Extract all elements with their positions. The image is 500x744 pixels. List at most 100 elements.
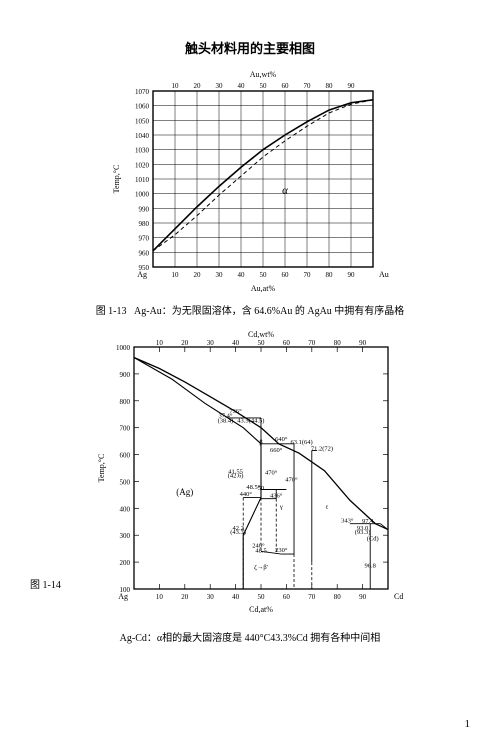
svg-text:80: 80: [326, 82, 334, 90]
svg-text:60: 60: [282, 271, 290, 279]
svg-text:400: 400: [120, 505, 131, 513]
svg-text:230°: 230°: [275, 547, 288, 554]
svg-text:1070: 1070: [135, 88, 150, 96]
svg-text:α: α: [282, 185, 288, 197]
svg-text:90: 90: [348, 82, 356, 90]
chart1-svg: αAu,wt%102030405060708090102030405060708…: [105, 65, 395, 295]
svg-text:20: 20: [181, 339, 189, 347]
svg-text:90: 90: [348, 271, 356, 279]
caption1-label: 图 1-13: [96, 306, 127, 317]
svg-text:Au,wt%: Au,wt%: [250, 70, 277, 79]
svg-text:40: 40: [232, 339, 240, 347]
svg-text:β: β: [259, 439, 263, 446]
svg-text:Cd: Cd: [394, 592, 403, 601]
svg-text:(38.4): (38.4): [218, 417, 234, 424]
svg-text:980: 980: [139, 220, 150, 228]
svg-text:80: 80: [326, 271, 334, 279]
svg-text:700: 700: [120, 425, 131, 433]
svg-text:20: 20: [194, 271, 202, 279]
svg-text:50: 50: [260, 82, 268, 90]
page-title: 触头材料用的主要相图: [0, 38, 500, 57]
svg-text:71.2(72): 71.2(72): [311, 446, 333, 453]
svg-text:1060: 1060: [135, 103, 150, 111]
svg-text:50: 50: [258, 339, 266, 347]
svg-text:30: 30: [207, 339, 215, 347]
svg-text:(42.6): (42.6): [228, 472, 244, 479]
svg-text:10: 10: [172, 271, 180, 279]
svg-text:970: 970: [139, 235, 150, 243]
svg-text:436°: 436°: [270, 493, 283, 500]
svg-text:ζ→β': ζ→β': [254, 564, 268, 571]
svg-text:60: 60: [282, 82, 290, 90]
svg-text:600: 600: [120, 452, 131, 460]
svg-text:70: 70: [304, 271, 312, 279]
svg-text:20: 20: [194, 82, 202, 90]
svg-text:20: 20: [181, 593, 189, 601]
svg-text:1000: 1000: [116, 344, 131, 352]
caption1: 图 1-13 Ag-Au：为无限固溶体，含 64.6%Au 的 AgAu 中拥有…: [20, 305, 480, 319]
svg-text:960: 960: [139, 249, 150, 257]
svg-text:1000: 1000: [135, 191, 150, 199]
page-number: 1: [465, 718, 471, 730]
svg-text:63.1(64): 63.1(64): [291, 439, 313, 446]
svg-text:(Cd): (Cd): [367, 536, 379, 543]
svg-text:40: 40: [238, 271, 246, 279]
svg-text:40: 40: [232, 593, 240, 601]
caption3: Ag-Cd：α相的最大固溶度是 440°C43.3%Cd 拥有各种中间相: [0, 629, 500, 644]
chart2-svg: (Ag)37.4°736°(38.4)43.5(44.5)640°63.1(64…: [90, 325, 410, 615]
svg-text:1020: 1020: [135, 161, 150, 169]
svg-text:80: 80: [334, 339, 342, 347]
chart1-container: αAu,wt%102030405060708090102030405060708…: [0, 65, 500, 295]
svg-text:300: 300: [120, 532, 131, 540]
svg-text:Temp,°C: Temp,°C: [97, 454, 106, 483]
svg-text:640°: 640°: [275, 436, 288, 443]
svg-text:(43.3): (43.3): [230, 529, 246, 536]
svg-text:470°: 470°: [285, 476, 298, 483]
svg-text:990: 990: [139, 205, 150, 213]
caption2-label: 图 1-14: [30, 576, 61, 591]
svg-text:50: 50: [260, 271, 268, 279]
svg-text:10: 10: [156, 339, 164, 347]
svg-text:90: 90: [359, 593, 367, 601]
svg-text:γ: γ: [279, 503, 283, 510]
svg-text:43.5(44.5): 43.5(44.5): [237, 417, 264, 424]
svg-text:30: 30: [216, 271, 224, 279]
svg-text:(Ag): (Ag): [176, 487, 193, 497]
svg-text:ε: ε: [326, 503, 329, 510]
svg-text:70: 70: [308, 339, 316, 347]
svg-text:100: 100: [120, 586, 131, 594]
svg-text:900: 900: [120, 371, 131, 379]
svg-text:800: 800: [120, 398, 131, 406]
svg-text:30: 30: [216, 82, 224, 90]
svg-text:40: 40: [238, 82, 246, 90]
svg-text:1050: 1050: [135, 117, 150, 125]
svg-text:30: 30: [207, 593, 215, 601]
svg-text:500: 500: [120, 478, 131, 486]
svg-text:470°: 470°: [265, 470, 278, 477]
svg-text:Au: Au: [379, 270, 389, 279]
chart2-container: (Ag)37.4°736°(38.4)43.5(44.5)640°63.1(64…: [0, 325, 500, 615]
svg-text:200: 200: [120, 559, 131, 567]
svg-text:70: 70: [304, 82, 312, 90]
svg-text:1010: 1010: [135, 176, 150, 184]
svg-text:90: 90: [359, 339, 367, 347]
svg-text:Cd,at%: Cd,at%: [249, 605, 273, 614]
svg-text:96.8: 96.8: [365, 562, 376, 569]
svg-text:70: 70: [308, 593, 316, 601]
svg-text:Temp,°C: Temp,°C: [112, 165, 121, 194]
svg-text:950: 950: [139, 264, 150, 272]
svg-text:48.5: 48.5: [255, 548, 266, 555]
svg-text:60: 60: [283, 339, 291, 347]
svg-text:736°: 736°: [229, 408, 242, 415]
svg-text:Cd,wt%: Cd,wt%: [248, 330, 274, 339]
svg-text:10: 10: [156, 593, 164, 601]
svg-text:80: 80: [334, 593, 342, 601]
svg-text:50: 50: [258, 485, 265, 492]
svg-text:60: 60: [283, 593, 291, 601]
svg-text:10: 10: [172, 82, 180, 90]
svg-text:1040: 1040: [135, 132, 150, 140]
svg-text:Au,at%: Au,at%: [251, 284, 276, 293]
svg-text:343°: 343°: [341, 517, 354, 524]
svg-text:1030: 1030: [135, 147, 150, 155]
svg-text:50: 50: [258, 593, 266, 601]
